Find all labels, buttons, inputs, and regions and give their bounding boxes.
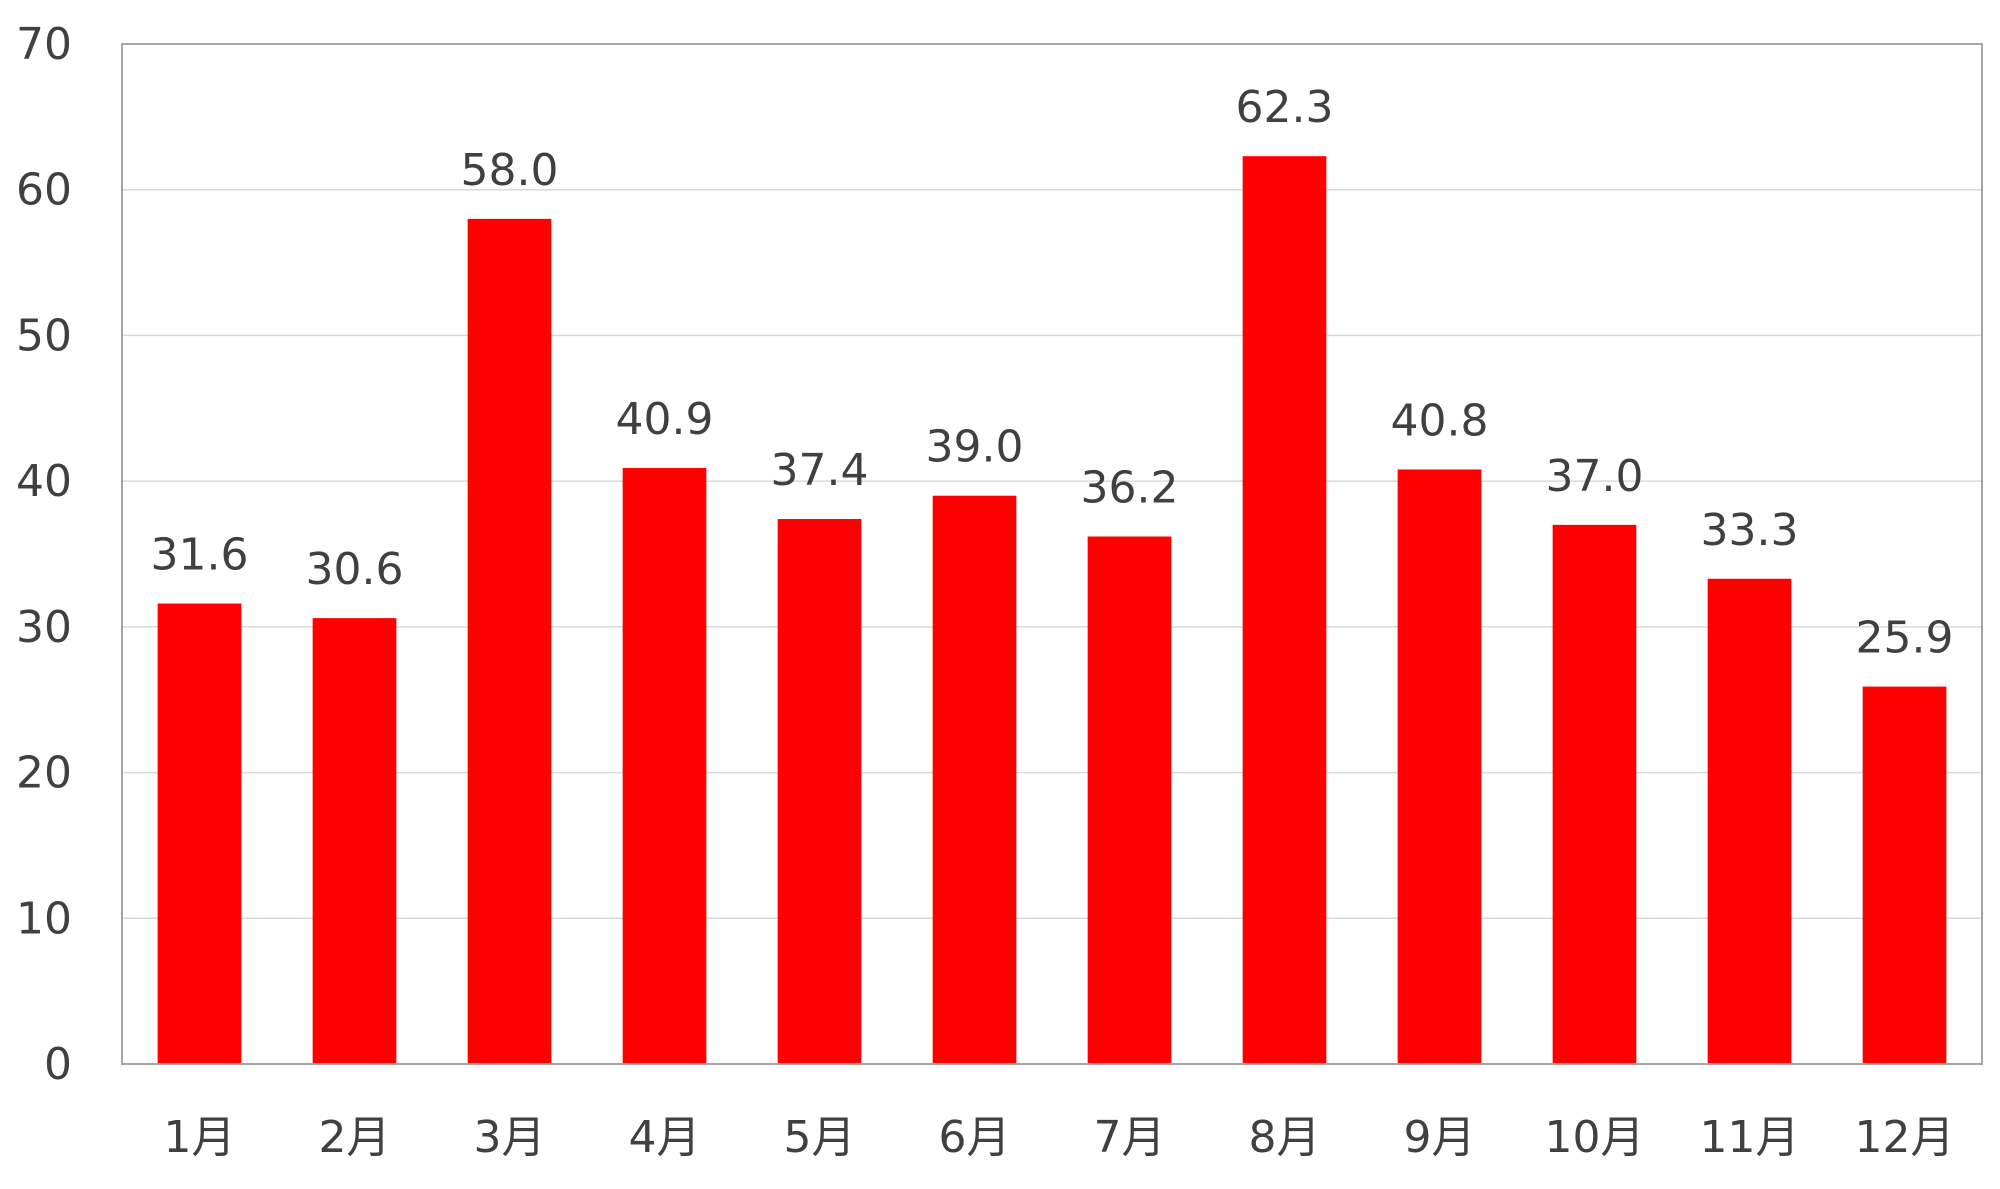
y-tick-label: 30 — [16, 602, 72, 653]
data-label: 58.0 — [461, 145, 559, 196]
data-label: 31.6 — [151, 530, 249, 581]
plot-frame — [121, 43, 1983, 1065]
data-label: 40.8 — [1391, 395, 1489, 446]
bar — [312, 618, 397, 1064]
bar — [1552, 524, 1637, 1064]
x-category-label: 11月 — [1700, 1112, 1800, 1163]
y-tick-label: 20 — [16, 748, 72, 799]
data-label: 25.9 — [1856, 613, 1954, 664]
plot-border — [121, 43, 1983, 1065]
data-label: 33.3 — [1701, 505, 1799, 556]
y-tick-label: 50 — [16, 310, 72, 361]
bar — [467, 218, 552, 1064]
x-category-label: 8月 — [1249, 1112, 1321, 1163]
x-category-label: 7月 — [1094, 1112, 1166, 1163]
grid-lines — [122, 188, 1982, 920]
y-axis-ticks: 0 10 20 30 40 50 60 70 — [16, 19, 72, 1090]
data-label: 62.3 — [1236, 82, 1334, 133]
bar — [932, 495, 1017, 1064]
x-axis-categories: 1月 2月 3月 4月 5月 6月 7月 8月 9月 10月 11月 12月 — [164, 1112, 1955, 1163]
data-label: 30.6 — [306, 544, 404, 595]
bar — [157, 603, 242, 1064]
x-category-label: 12月 — [1855, 1112, 1955, 1163]
x-category-label: 4月 — [629, 1112, 701, 1163]
data-labels: 31.6 30.6 58.0 40.9 37.4 39.0 36.2 62.3 40.8 37.0… — [151, 82, 1954, 663]
x-category-label: 9月 — [1404, 1112, 1476, 1163]
x-category-label: 5月 — [784, 1112, 856, 1163]
y-tick-label: 10 — [16, 893, 72, 944]
data-label: 37.0 — [1546, 451, 1644, 502]
x-category-label: 2月 — [319, 1112, 391, 1163]
bars — [157, 156, 1947, 1064]
bar — [1087, 536, 1172, 1064]
bar — [1242, 156, 1327, 1064]
y-tick-label: 70 — [16, 19, 72, 70]
bar — [1707, 578, 1792, 1064]
bar — [1862, 686, 1947, 1064]
bar — [622, 468, 707, 1064]
y-tick-label: 40 — [16, 456, 72, 507]
x-category-label: 3月 — [474, 1112, 546, 1163]
data-label: 37.4 — [771, 445, 869, 496]
data-label: 39.0 — [926, 422, 1024, 473]
y-tick-label: 60 — [16, 165, 72, 216]
x-category-label: 10月 — [1545, 1112, 1645, 1163]
bar — [1397, 469, 1482, 1064]
x-category-label: 1月 — [164, 1112, 236, 1163]
y-tick-label: 0 — [44, 1039, 72, 1090]
data-label: 36.2 — [1081, 463, 1179, 514]
x-category-label: 6月 — [939, 1112, 1011, 1163]
bar — [777, 519, 862, 1064]
data-label: 40.9 — [616, 394, 714, 445]
